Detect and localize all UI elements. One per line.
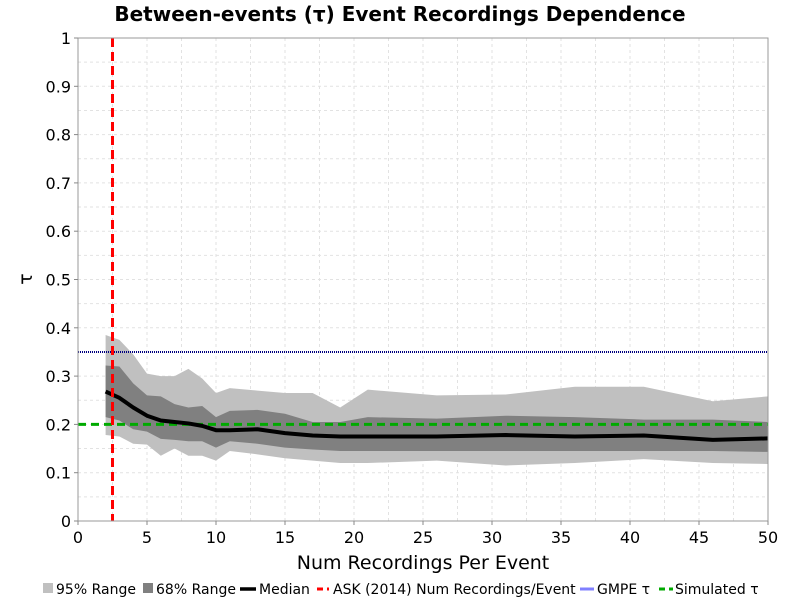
- x-tick-label: 40: [620, 528, 640, 547]
- x-tick-label: 15: [275, 528, 295, 547]
- x-tick-label: 45: [689, 528, 709, 547]
- y-tick-label: 0.1: [46, 464, 71, 483]
- legend-label-95: 95% Range: [56, 582, 136, 598]
- chart-title: Between-events (τ) Event Recordings Depe…: [114, 2, 685, 26]
- x-tick-label: 50: [758, 528, 778, 547]
- y-axis-ticks: 0 0.1 0.2 0.3 0.4 0.5 0.6 0.7 0.8 0.9 1: [46, 29, 78, 531]
- y-tick-label: 0.9: [46, 77, 71, 96]
- x-tick-label: 5: [142, 528, 152, 547]
- x-axis-ticks: 0 5 10 15 20 25 30 35 40 45 50: [73, 521, 778, 547]
- x-axis-label: Num Recordings Per Event: [297, 552, 550, 574]
- y-tick-label: 0.5: [46, 271, 71, 290]
- y-tick-label: 0: [61, 512, 71, 531]
- x-tick-label: 10: [206, 528, 226, 547]
- y-tick-label: 0.8: [46, 126, 71, 145]
- y-tick-label: 0.7: [46, 174, 71, 193]
- legend: 95% Range 68% Range Median ASK (2014) Nu…: [43, 582, 759, 598]
- x-tick-label: 25: [413, 528, 433, 547]
- legend-label-gmpe: GMPE τ: [597, 582, 650, 598]
- median-line: [104, 389, 769, 442]
- y-tick-label: 0.3: [46, 367, 71, 386]
- legend-label-68: 68% Range: [156, 582, 236, 598]
- y-tick-label: 0.6: [46, 222, 71, 241]
- legend-label-simulated: Simulated τ: [675, 582, 759, 598]
- y-tick-label: 0.2: [46, 415, 71, 434]
- y-tick-label: 0.4: [46, 319, 71, 338]
- legend-label-median: Median: [259, 582, 310, 598]
- legend-swatch-95: [43, 583, 53, 593]
- legend-label-ask: ASK (2014) Num Recordings/Event: [333, 582, 576, 598]
- x-tick-label: 0: [73, 528, 83, 547]
- y-axis-label: τ: [15, 273, 37, 284]
- legend-swatch-68: [143, 583, 153, 593]
- x-tick-label: 20: [344, 528, 364, 547]
- y-tick-label: 1: [61, 29, 71, 48]
- x-tick-label: 30: [482, 528, 502, 547]
- x-tick-label: 35: [551, 528, 571, 547]
